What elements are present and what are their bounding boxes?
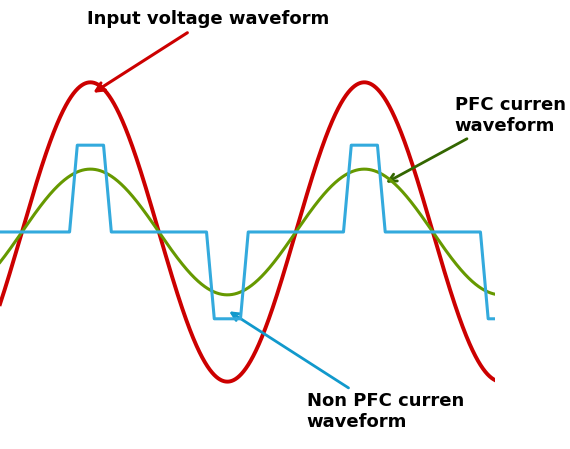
Text: Input voltage waveform: Input voltage waveform — [87, 10, 329, 91]
Text: Non PFC curren
waveform: Non PFC curren waveform — [232, 313, 464, 431]
Text: PFC curren
waveform: PFC curren waveform — [389, 96, 565, 181]
